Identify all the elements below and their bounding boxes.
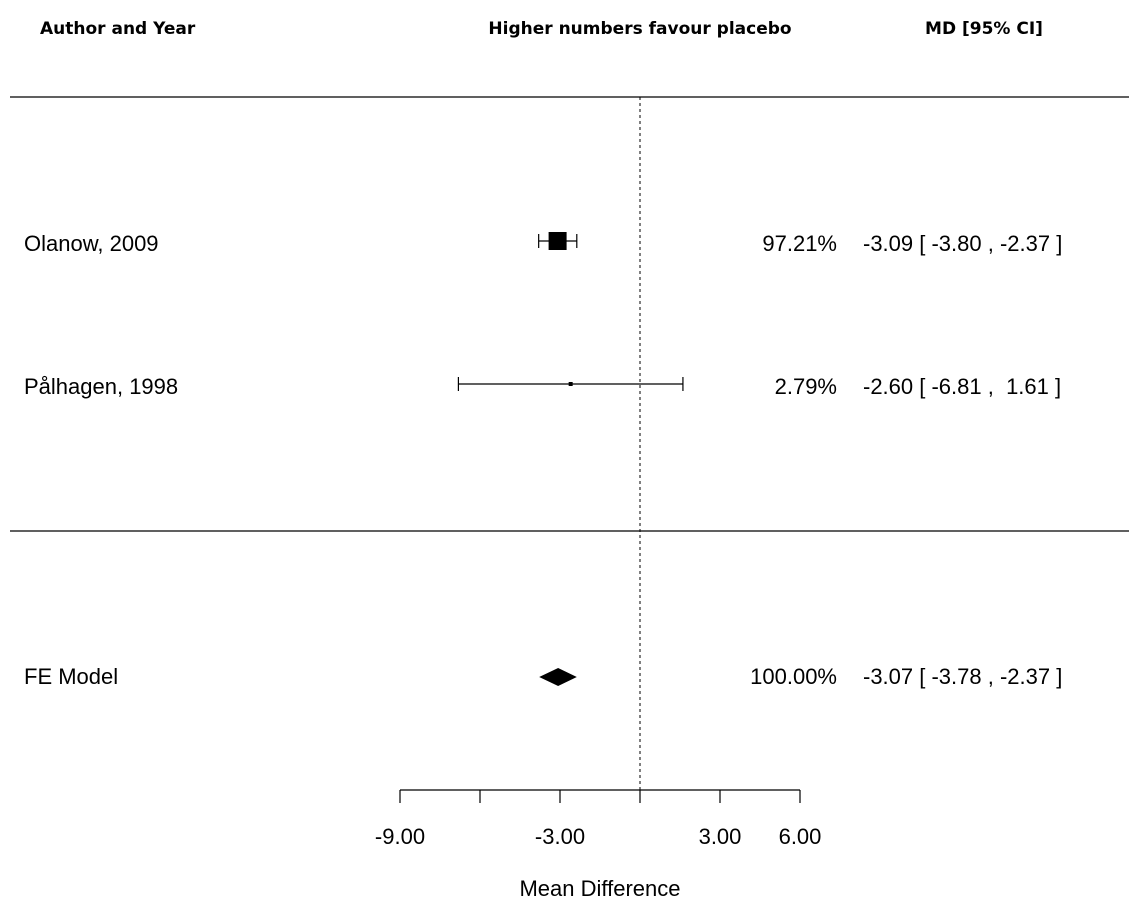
study-point-estimate [548, 232, 567, 250]
header-effect-ci: MD [95% CI] [925, 19, 1043, 39]
x-axis-title: Mean Difference [519, 876, 680, 901]
study-point-estimate [568, 382, 573, 386]
study-weight: 2.79% [775, 374, 837, 399]
summary-row: FE Model 100.00% -3.07 [ -3.78 , -2.37 ] [24, 664, 1062, 689]
header-author-year: Author and Year [40, 19, 196, 39]
study-weight: 97.21% [762, 231, 837, 256]
study-effect-ci: -2.60 [ -6.81 , 1.61 ] [863, 374, 1061, 399]
study-effect-ci: -3.09 [ -3.80 , -2.37 ] [863, 231, 1062, 256]
header-direction: Higher numbers favour placebo [488, 19, 791, 39]
x-axis: -9.00 -3.00 3.00 6.00 [375, 789, 822, 849]
x-tick-label: -3.00 [535, 824, 585, 849]
summary-label: FE Model [24, 664, 118, 689]
summary-effect-ci: -3.07 [ -3.78 , -2.37 ] [863, 664, 1062, 689]
summary-diamond [539, 668, 577, 686]
study-label: Olanow, 2009 [24, 231, 159, 256]
x-tick-label: -9.00 [375, 824, 425, 849]
x-tick-label: 3.00 [699, 824, 742, 849]
study-label: Pålhagen, 1998 [24, 374, 178, 399]
x-tick-label: 6.00 [779, 824, 822, 849]
study-row-olanow: Olanow, 2009 97.21% -3.09 [ -3.80 , -2.3… [24, 231, 1062, 256]
study-row-palhagen: Pålhagen, 1998 2.79% -2.60 [ -6.81 , 1.6… [24, 374, 1061, 399]
summary-weight: 100.00% [750, 664, 837, 689]
